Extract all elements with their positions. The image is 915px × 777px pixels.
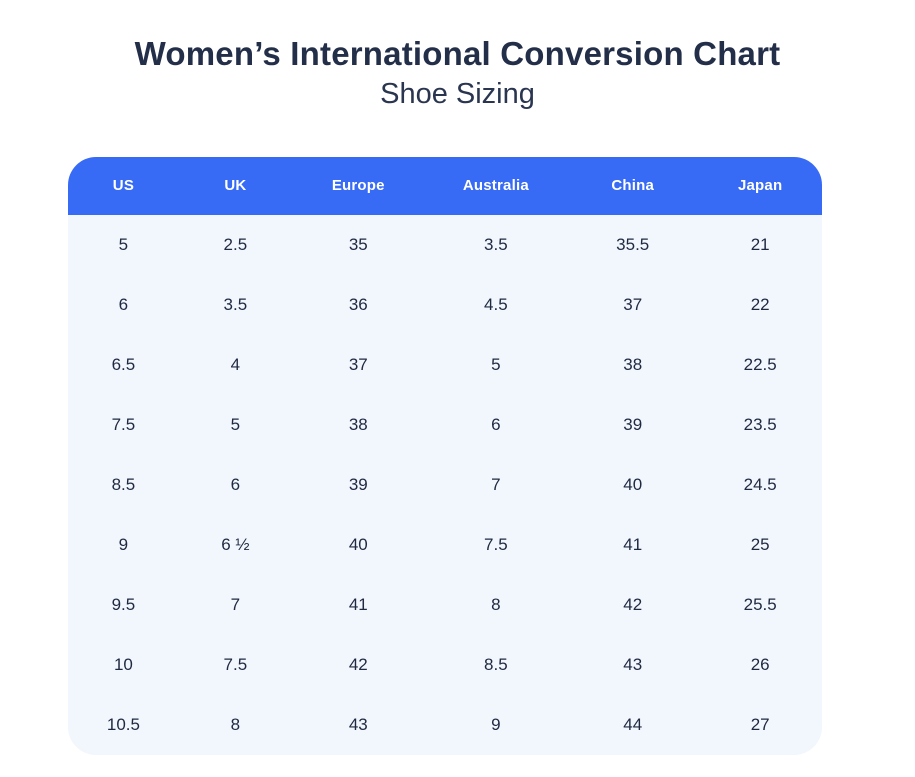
table-cell: 22 [750,294,770,314]
table-cell: 2.5 [223,234,248,254]
table-cell: 9.5 [111,594,136,614]
table-cell: 8 [230,714,241,734]
table-cell: 25 [750,534,770,554]
table-cell: 26 [750,654,770,674]
column-header-australia: Australia [462,177,529,195]
table-cell: 4 [230,354,241,374]
table-cell: 6.5 [111,354,136,374]
table-cell: 7 [491,474,501,494]
table-cell: 7.5 [223,654,248,674]
table-cell: 43 [623,654,643,674]
column-header-us: US [112,177,135,195]
table-cell: 39 [348,474,368,494]
table-cell: 41 [623,534,643,554]
table-cell: 3.5 [223,294,248,314]
table-cell: 41 [348,594,368,614]
table-cell: 37 [623,294,643,314]
table-body: 5 2.5 35 3.5 35.5 21 6 3.5 36 4.5 37 22 6.5 4 37 5 38 22.… [68,214,822,755]
table-cell: 21 [750,234,770,254]
table-cell: 23.5 [743,414,777,434]
table-cell: 6 [118,294,129,314]
table-cell: 7 [230,594,241,614]
column-header-europe: Europe [331,177,385,195]
table-cell: 9 [491,714,501,734]
table-row: 9 6 ½ 40 7.5 41 25 [68,515,822,575]
table-cell: 42 [623,594,643,614]
table-cell: 5 [491,354,501,374]
page-subtitle: Shoe Sizing [380,77,535,110]
table-cell: 8 [491,594,501,614]
table-header: US UK Europe Australia China Japan [68,156,822,215]
table-cell: 39 [623,414,643,434]
table-cell: 35 [348,234,368,254]
table-cell: 8.5 [111,474,136,494]
table-row: 6 3.5 36 4.5 37 22 [68,275,822,335]
table-row: 8.5 6 39 7 40 24.5 [68,455,822,515]
table-row: 10 7.5 42 8.5 43 26 [68,635,822,695]
table-cell: 8.5 [484,654,508,674]
table-cell: 6 [230,474,241,494]
table-cell: 38 [623,354,643,374]
table-cell: 6 ½ [221,534,250,554]
conversion-table: US UK Europe Australia China Japan 5 2.5 35 3.5 3… [68,156,822,755]
table-cell: 6 [491,414,501,434]
table-cell: 37 [348,354,368,374]
conversion-table-panel: US UK Europe Australia China Japan 5 2.5 35 3.5 3… [68,156,822,755]
table-cell: 35.5 [616,234,650,254]
table-row: 9.5 7 41 8 42 25.5 [68,575,822,635]
table-cell: 4.5 [484,294,508,314]
table-cell: 25.5 [743,594,777,614]
page: Women’s International Conversion Chart S… [68,35,822,755]
table-cell: 40 [623,474,643,494]
table-row: 6.5 4 37 5 38 22.5 [68,335,822,395]
table-cell: 38 [348,414,368,434]
page-title: Women’s International Conversion Chart [134,35,781,72]
table-cell: 10.5 [106,714,140,734]
table-cell: 40 [348,534,368,554]
table-header-row: US UK Europe Australia China Japan [68,156,822,215]
table-row: 5 2.5 35 3.5 35.5 21 [68,215,822,275]
table-cell: 7.5 [484,534,508,554]
table-row: 10.5 8 43 9 44 27 [68,695,822,755]
table-cell: 43 [348,714,368,734]
table-cell: 44 [623,714,643,734]
table-cell: 5 [118,234,129,254]
column-header-japan: Japan [737,177,783,195]
table-cell: 9 [118,534,129,554]
table-cell: 5 [230,414,241,434]
table-cell: 7.5 [111,414,136,434]
table-cell: 22.5 [743,354,777,374]
table-cell: 36 [348,294,368,314]
table-cell: 10 [113,654,133,674]
table-cell: 27 [750,714,770,734]
table-cell: 42 [348,654,368,674]
column-header-china: China [611,177,655,195]
column-header-uk: UK [224,177,247,195]
table-cell: 3.5 [484,234,508,254]
table-row: 7.5 5 38 6 39 23.5 [68,395,822,455]
table-cell: 24.5 [743,474,777,494]
